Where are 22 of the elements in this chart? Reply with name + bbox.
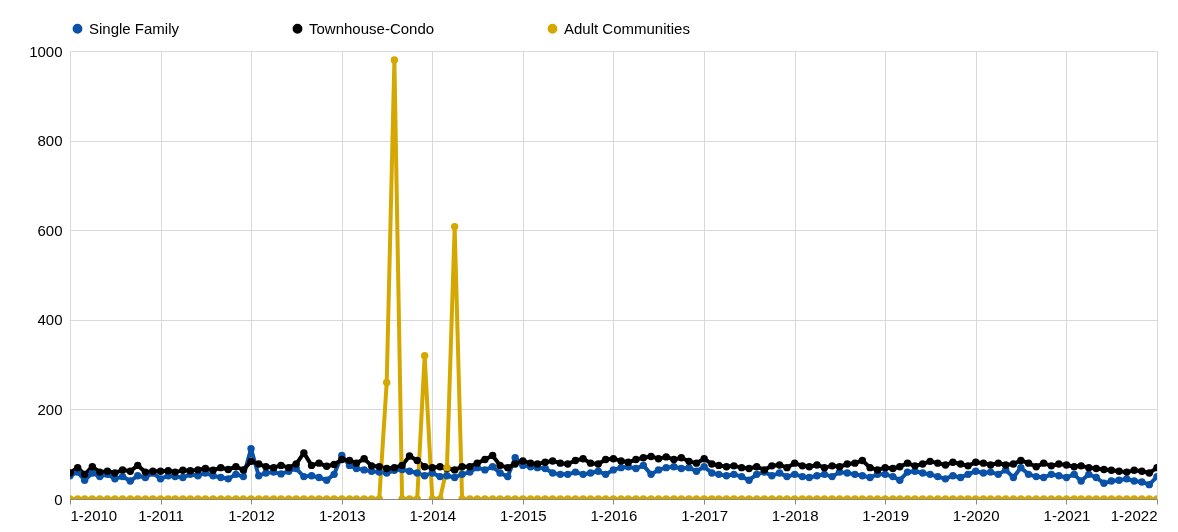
x-tick-label: 1-2016	[590, 506, 638, 524]
x-tick-label: 1-2020	[952, 506, 1000, 524]
x-tick-label: 1-2015	[500, 506, 547, 524]
x-tick-label: 1-2010	[70, 506, 118, 524]
y-tick-label: 200	[37, 400, 63, 418]
x-tick-label: 1-2021	[1043, 506, 1091, 524]
x-tick-label: 1-2019	[862, 506, 910, 524]
y-tick-label: 400	[37, 311, 63, 329]
x-tick-label: 1-2018	[771, 506, 819, 524]
x-tick-label: 1-2017	[681, 506, 728, 524]
x-tick-label: 1-2022	[1110, 506, 1158, 524]
legend-label: Single Family	[89, 19, 180, 37]
y-tick-label: 800	[37, 132, 63, 150]
y-tick-label: 600	[37, 221, 63, 239]
x-tick-label: 1-2011	[138, 506, 184, 524]
x-tick-label: 1-2012	[228, 506, 275, 524]
y-tick-label: 0	[54, 490, 63, 508]
legend-label: Adult Communities	[564, 19, 690, 37]
y-tick-label: 1000	[29, 42, 63, 60]
x-tick-label: 1-2014	[409, 506, 457, 524]
legend-label: Townhouse-Condo	[309, 19, 435, 37]
x-tick-label: 1-2013	[318, 506, 366, 524]
